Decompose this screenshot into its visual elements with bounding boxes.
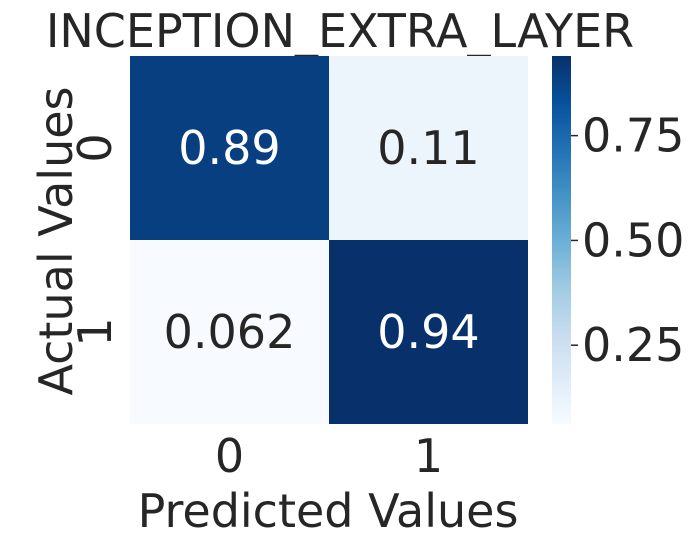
colorbar-tick-label: 0.25 bbox=[582, 318, 684, 372]
heatmap-cell bbox=[329, 240, 528, 424]
chart-title: INCEPTION_EXTRA_LAYER bbox=[46, 4, 634, 58]
y-tick-label: 0 bbox=[68, 133, 122, 162]
x-tick-label: 0 bbox=[215, 429, 244, 483]
heatmap-cell bbox=[329, 56, 528, 240]
cell-value-label: 0.94 bbox=[377, 305, 479, 359]
colorbar-tick-label: 0.75 bbox=[582, 109, 684, 163]
cell-value-label: 0.89 bbox=[178, 121, 280, 175]
x-tick-label: 1 bbox=[414, 429, 443, 483]
cell-value-label: 0.062 bbox=[164, 305, 296, 359]
colorbar-ticks: 0.25 0.50 0.75 bbox=[571, 109, 684, 372]
y-axis-label: Actual Values bbox=[29, 86, 83, 395]
colorbar bbox=[552, 56, 571, 424]
heatmap-cells: 0.89 0.11 0.062 0.94 bbox=[130, 56, 528, 424]
x-axis-label: Predicted Values bbox=[138, 484, 519, 538]
y-tick-label: 1 bbox=[68, 317, 122, 346]
cell-value-label: 0.11 bbox=[377, 121, 479, 175]
heatmap-cell bbox=[130, 240, 329, 424]
colorbar-tick-label: 0.50 bbox=[582, 213, 684, 267]
heatmap-cell bbox=[130, 56, 329, 240]
y-tick-labels: 01 bbox=[68, 133, 122, 346]
